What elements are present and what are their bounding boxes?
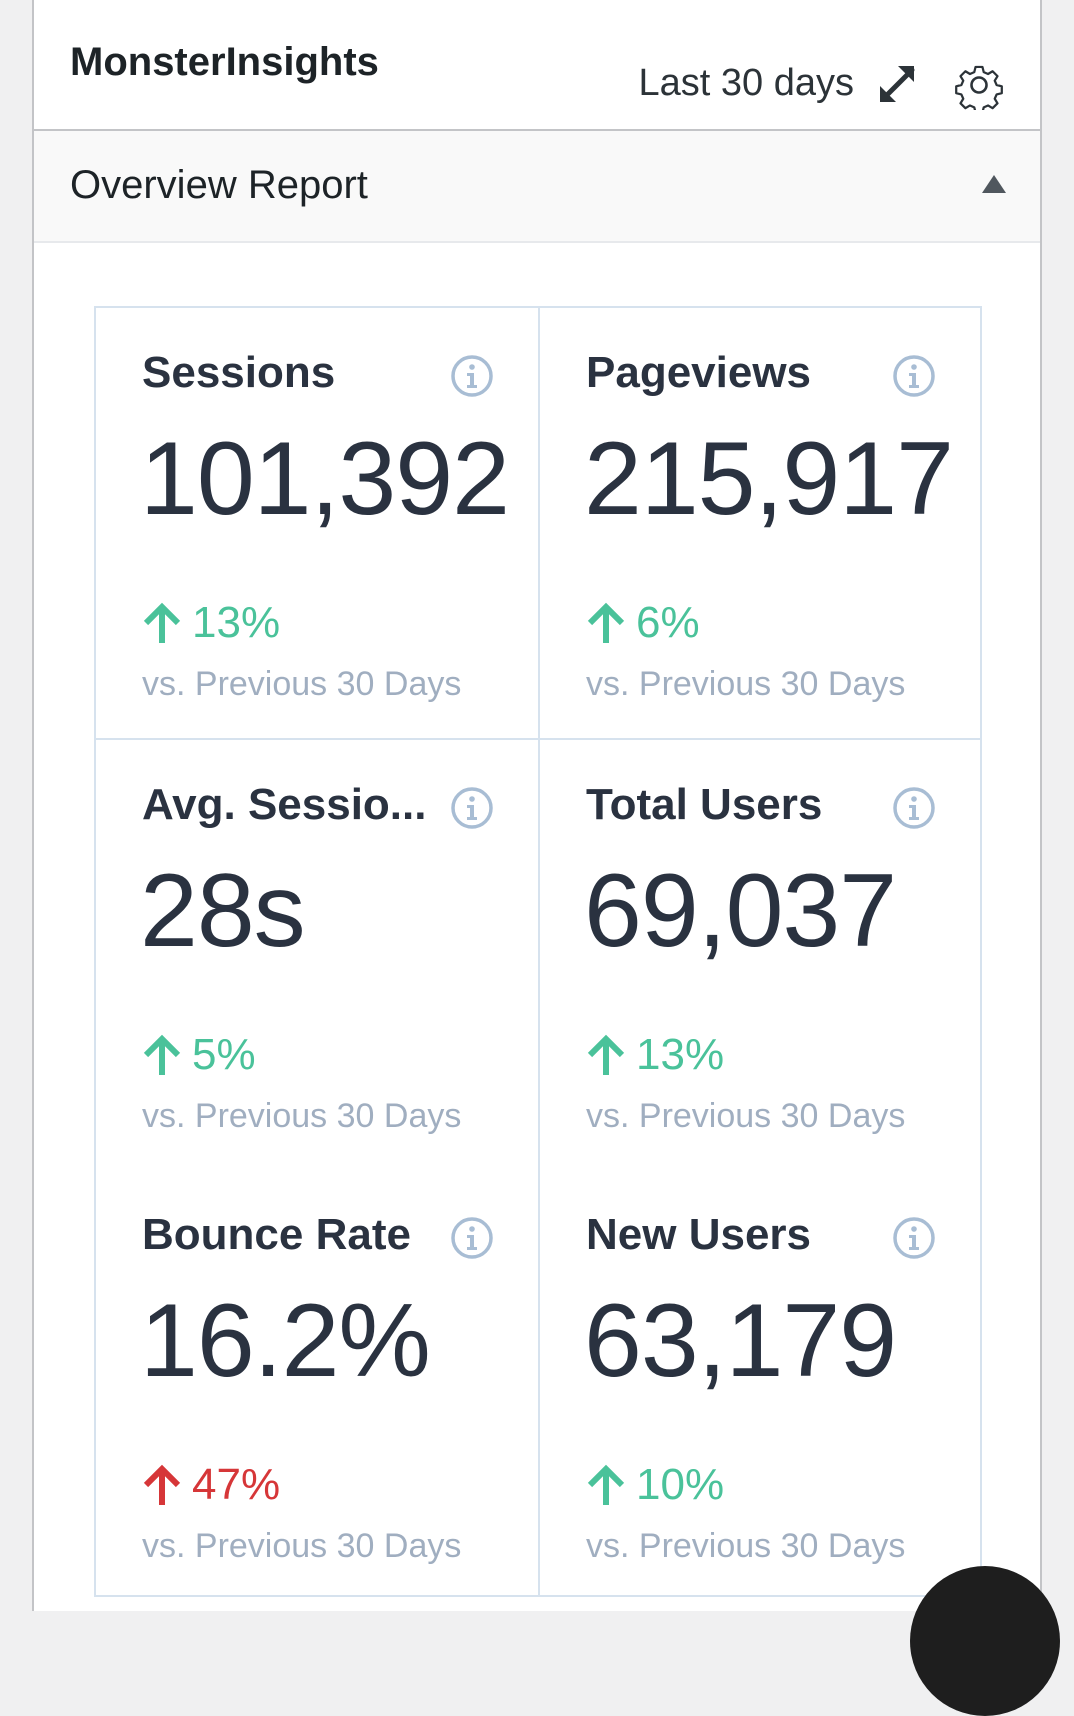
monsterinsights-widget: MonsterInsights Last 30 days Overview Re… — [32, 0, 1042, 1611]
metric-title: Total Users — [586, 780, 823, 829]
metric-compare-label: vs. Previous 30 Days — [142, 1527, 462, 1565]
metric-value: 63,179 — [584, 1283, 897, 1399]
arrow-up-icon — [143, 1034, 181, 1075]
metric-card: Bounce Rate 16.2% 47% vs. Previous 30 Days — [96, 1170, 538, 1595]
arrow-up-icon — [587, 1464, 625, 1505]
report-title: Overview Report — [70, 163, 368, 207]
metric-value: 101,392 — [140, 421, 510, 537]
metric-change-value: 13% — [636, 1030, 725, 1079]
info-icon[interactable] — [450, 1216, 494, 1260]
gear-icon[interactable] — [954, 60, 1004, 110]
metric-change: 13% — [586, 1030, 724, 1080]
metrics-row: Avg. Sessio... 28s 5% vs. Previous 30 Days T… — [96, 738, 980, 1170]
metric-change-value: 6% — [636, 598, 700, 647]
metrics-row: Bounce Rate 16.2% 47% vs. Previous 30 Days N… — [96, 1170, 980, 1595]
arrow-up-icon — [587, 1034, 625, 1075]
metric-compare-label: vs. Previous 30 Days — [142, 1097, 462, 1135]
metric-compare-label: vs. Previous 30 Days — [586, 665, 906, 703]
metric-card: Total Users 69,037 13% vs. Previous 30 Days — [538, 740, 980, 1170]
info-icon[interactable] — [450, 786, 494, 830]
overview-report-toggle[interactable]: Overview Report — [34, 131, 1040, 243]
metric-change: 6% — [586, 598, 700, 648]
floating-action-button[interactable] — [910, 1566, 1060, 1716]
expand-arrows-icon[interactable] — [874, 60, 922, 108]
metric-title: Avg. Sessio... — [142, 780, 427, 829]
metric-value: 69,037 — [584, 853, 897, 969]
metric-change-value: 47% — [192, 1460, 281, 1509]
metric-change-value: 13% — [192, 598, 281, 647]
metric-compare-label: vs. Previous 30 Days — [586, 1527, 906, 1565]
metrics-grid: Sessions 101,392 13% vs. Previous 30 Days Pa… — [94, 306, 982, 1597]
metric-change: 47% — [142, 1460, 280, 1510]
metric-change-value: 10% — [636, 1460, 725, 1509]
arrow-up-icon — [587, 602, 625, 643]
metrics-row: Sessions 101,392 13% vs. Previous 30 Days Pa… — [96, 308, 980, 738]
metric-card: Pageviews 215,917 6% vs. Previous 30 Days — [538, 308, 980, 738]
metric-change: 5% — [142, 1030, 256, 1080]
info-icon[interactable] — [892, 354, 936, 398]
info-icon[interactable] — [892, 1216, 936, 1260]
metric-compare-label: vs. Previous 30 Days — [142, 665, 462, 703]
arrow-up-icon — [143, 602, 181, 643]
metric-title: Sessions — [142, 348, 336, 397]
date-range-label[interactable]: Last 30 days — [638, 62, 854, 104]
metric-value: 215,917 — [584, 421, 954, 537]
metric-change-value: 5% — [192, 1030, 256, 1079]
metric-value: 16.2% — [140, 1283, 431, 1399]
metric-value: 28s — [140, 853, 306, 969]
widget-title: MonsterInsights — [70, 40, 379, 84]
metric-compare-label: vs. Previous 30 Days — [586, 1097, 906, 1135]
metric-card: Sessions 101,392 13% vs. Previous 30 Days — [96, 308, 538, 738]
metric-title: Bounce Rate — [142, 1210, 411, 1259]
info-icon[interactable] — [892, 786, 936, 830]
info-icon[interactable] — [450, 354, 494, 398]
metric-card: New Users 63,179 10% vs. Previous 30 Days — [538, 1170, 980, 1595]
metric-change: 10% — [586, 1460, 724, 1510]
metric-change: 13% — [142, 598, 280, 648]
arrow-up-icon — [143, 1464, 181, 1505]
metric-title: Pageviews — [586, 348, 812, 397]
caret-up-icon[interactable] — [982, 175, 1006, 193]
widget-header: MonsterInsights Last 30 days — [34, 0, 1040, 131]
metric-title: New Users — [586, 1210, 812, 1259]
metric-card: Avg. Sessio... 28s 5% vs. Previous 30 Days — [96, 740, 538, 1170]
